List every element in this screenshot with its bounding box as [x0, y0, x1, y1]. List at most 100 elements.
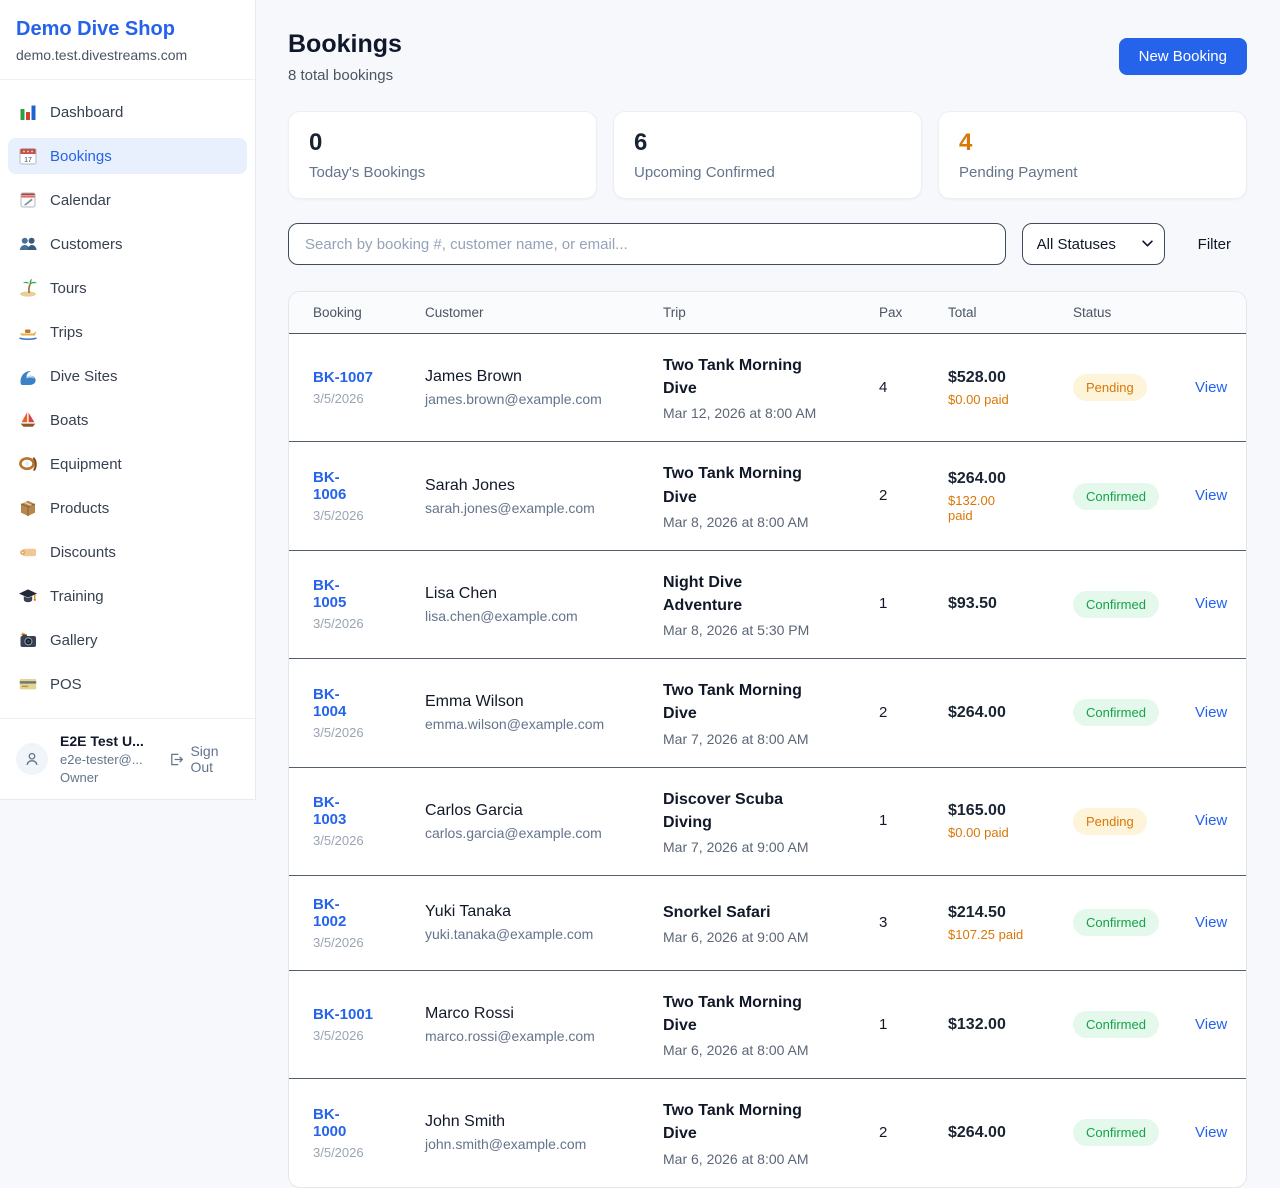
booking-id-link[interactable]: BK- 1000 — [313, 1105, 347, 1140]
total-amount: $528.00 — [948, 368, 1006, 386]
booking-date: 3/5/2026 — [313, 833, 364, 849]
trip-datetime: Mar 8, 2026 at 5:30 PM — [663, 622, 810, 639]
column-header-total: Total — [924, 292, 1049, 334]
filter-button[interactable]: Filter — [1197, 235, 1231, 253]
trip-datetime: Mar 7, 2026 at 9:00 AM — [663, 838, 809, 855]
search-input[interactable] — [288, 223, 1006, 265]
total-amount: $214.50 — [948, 903, 1006, 921]
wave-icon — [18, 366, 38, 386]
status-badge: Pending — [1073, 374, 1147, 402]
view-link[interactable]: View — [1195, 913, 1228, 931]
status-badge: Confirmed — [1073, 909, 1159, 937]
table-row: BK- 1000 3/5/2026 John Smith john.smith@… — [289, 1079, 1246, 1187]
booking-id-link[interactable]: BK-1001 — [313, 1006, 374, 1024]
sidebar-item-label: Gallery — [50, 631, 98, 649]
booking-id-link[interactable]: BK- 1002 — [313, 895, 347, 930]
booking-id-link[interactable]: BK- 1006 — [313, 469, 347, 504]
customer-email: yuki.tanaka@example.com — [425, 926, 594, 943]
sidebar-item-label: Boats — [50, 411, 89, 429]
sidebar-item-dashboard[interactable]: Dashboard — [8, 94, 247, 130]
bookings-table: Booking Customer Trip Pax Total Status B… — [289, 292, 1246, 1187]
trip-name: Two Tank Morning Dive — [663, 682, 802, 723]
sidebar-item-calendar[interactable]: Calendar — [8, 182, 247, 218]
sidebar-item-bookings[interactable]: 17 Bookings — [8, 138, 247, 174]
view-link[interactable]: View — [1195, 595, 1228, 613]
graduation-cap-icon — [18, 586, 38, 606]
table-header-row: Booking Customer Trip Pax Total Status — [289, 292, 1246, 334]
booking-id-link[interactable]: BK-1007 — [313, 369, 374, 387]
sidebar-item-boats[interactable]: Boats — [8, 402, 247, 438]
sidebar-item-label: Training — [50, 587, 104, 605]
booking-id-link[interactable]: BK- 1003 — [313, 794, 347, 829]
sidebar-item-dive-sites[interactable]: Dive Sites — [8, 358, 247, 394]
sidebar-item-label: Dashboard — [50, 103, 124, 121]
view-link[interactable]: View — [1195, 487, 1228, 505]
status-badge: Pending — [1073, 807, 1147, 835]
sidebar-item-label: POS — [50, 675, 82, 693]
main-content: Bookings 8 total bookings New Booking 0 … — [256, 0, 1280, 1188]
status-filter-select[interactable]: All Statuses — [1021, 223, 1165, 265]
trip-name: Night Dive Adventure — [663, 573, 743, 614]
booking-date: 3/5/2026 — [313, 1144, 364, 1160]
customer-email: emma.wilson@example.com — [425, 716, 605, 733]
palm-island-icon — [18, 278, 38, 298]
sidebar-item-products[interactable]: Products — [8, 490, 247, 526]
stat-card-pending-payment: 4 Pending Payment — [938, 111, 1247, 199]
svg-text:17: 17 — [24, 157, 32, 164]
status-badge: Confirmed — [1073, 482, 1159, 510]
trip-name: Discover Scuba Diving — [663, 790, 784, 831]
sidebar-item-tours[interactable]: Tours — [8, 270, 247, 306]
sidebar: Demo Dive Shop demo.test.divestreams.com… — [0, 0, 256, 800]
tag-icon — [18, 542, 38, 562]
dive-mask-icon — [18, 454, 38, 474]
sidebar-item-discounts[interactable]: Discounts — [8, 534, 247, 570]
sidebar-item-customers[interactable]: Customers — [8, 226, 247, 262]
booking-date: 3/5/2026 — [313, 724, 364, 740]
speedboat-icon — [18, 322, 38, 342]
view-link[interactable]: View — [1195, 1123, 1228, 1141]
stats-row: 0 Today's Bookings 6 Upcoming Confirmed … — [288, 111, 1247, 199]
logout-icon — [170, 753, 183, 765]
user-name: E2E Test U... — [60, 733, 144, 749]
sign-out-label: Sign Out — [190, 743, 219, 775]
trip-datetime: Mar 8, 2026 at 8:00 AM — [663, 513, 809, 530]
column-header-trip: Trip — [639, 292, 855, 334]
sidebar-item-gallery[interactable]: Gallery — [8, 622, 247, 658]
view-link[interactable]: View — [1195, 812, 1228, 830]
customer-email: carlos.garcia@example.com — [425, 824, 602, 841]
total-amount: $264.00 — [948, 469, 1006, 487]
stat-label: Upcoming Confirmed — [634, 164, 775, 181]
sidebar-item-training[interactable]: Training — [8, 578, 247, 614]
booking-id-link[interactable]: BK- 1005 — [313, 577, 347, 612]
sidebar-item-label: Equipment — [50, 455, 122, 473]
filter-row: All Statuses Filter — [288, 223, 1247, 265]
stat-label: Today's Bookings — [309, 164, 426, 181]
table-row: BK- 1004 3/5/2026 Emma Wilson emma.wilso… — [289, 659, 1246, 767]
sign-out-button[interactable]: Sign Out — [168, 743, 241, 775]
trip-datetime: Mar 6, 2026 at 9:00 AM — [663, 928, 809, 945]
user-meta: E2E Test U... e2e-tester@... Owner — [60, 733, 150, 785]
tear-calendar-icon — [18, 190, 38, 210]
status-badge: Confirmed — [1073, 1119, 1159, 1147]
booking-id-link[interactable]: BK- 1004 — [313, 685, 347, 720]
column-header-booking: Booking — [289, 292, 401, 334]
new-booking-button[interactable]: New Booking — [1118, 38, 1247, 75]
stat-label: Pending Payment — [959, 164, 1078, 181]
customer-email: marco.rossi@example.com — [425, 1028, 595, 1045]
total-amount: $165.00 — [948, 802, 1006, 820]
paid-amount: $0.00 paid — [948, 391, 1009, 407]
column-header-status: Status — [1049, 292, 1171, 334]
view-link[interactable]: View — [1195, 1015, 1228, 1033]
view-link[interactable]: View — [1195, 378, 1228, 396]
booking-date: 3/5/2026 — [313, 508, 364, 524]
sidebar-item-equipment[interactable]: Equipment — [8, 446, 247, 482]
sidebar-item-pos[interactable]: POS — [8, 666, 247, 702]
stat-value: 6 — [634, 129, 648, 156]
view-link[interactable]: View — [1195, 703, 1228, 721]
trip-name: Snorkel Safari — [663, 903, 771, 921]
customer-email: lisa.chen@example.com — [425, 607, 578, 624]
sidebar-item-trips[interactable]: Trips — [8, 314, 247, 350]
stat-value: 0 — [309, 129, 323, 156]
brand-block: Demo Dive Shop demo.test.divestreams.com — [0, 0, 255, 80]
column-header-actions — [1171, 292, 1246, 334]
